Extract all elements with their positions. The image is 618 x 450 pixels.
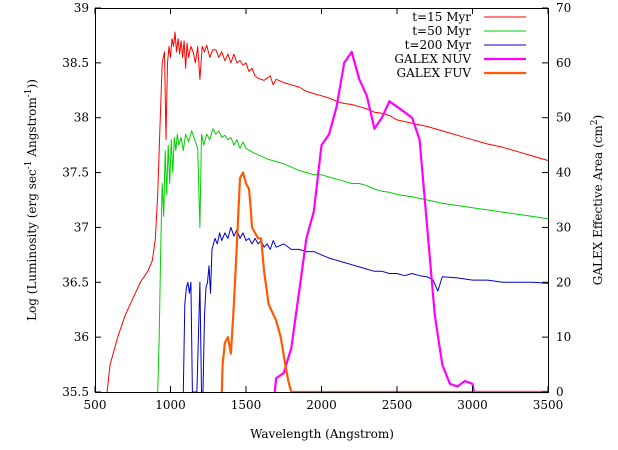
y-tick-label: 39 <box>74 1 89 15</box>
y2-tick-label: 60 <box>556 56 571 70</box>
legend-label: t=200 Myr <box>405 38 472 52</box>
x-tick-label: 2500 <box>382 398 413 412</box>
y-axis-label: Log (Luminosity (erg sec-1 Angstrom-1)) <box>24 79 39 321</box>
legend-label: t=15 Myr <box>412 10 471 24</box>
x-tick-label: 2000 <box>306 398 337 412</box>
x-axis-label: Wavelength (Angstrom) <box>250 427 394 441</box>
series-line-t-15-myr <box>106 31 549 393</box>
x-tick-label: 3500 <box>533 398 564 412</box>
y2-tick-label: 0 <box>556 385 564 399</box>
y2-tick-label: 70 <box>556 1 571 15</box>
y-tick-label: 38 <box>74 111 89 125</box>
legend-label: GALEX FUV <box>397 66 472 80</box>
x-tick-label: 3000 <box>457 398 488 412</box>
y2-tick-label: 20 <box>556 275 571 289</box>
y-tick-label: 38.5 <box>62 56 89 70</box>
legend-label: GALEX NUV <box>394 52 471 66</box>
series-line-galex-fuv <box>220 171 548 394</box>
y2-tick-label: 30 <box>556 220 571 234</box>
axis-ticks: 500 1000 1500 2000 2500 3000 350035.53636.5373… <box>62 1 571 412</box>
y-tick-label: 37 <box>74 220 89 234</box>
y-tick-label: 36 <box>74 330 89 344</box>
series-line-galex-nuv <box>273 50 548 394</box>
series-line-t-50-myr <box>157 128 549 393</box>
y-tick-label: 37.5 <box>62 166 89 180</box>
y2-tick-label: 10 <box>556 330 571 344</box>
y2-axis-label: GALEX Effective Area (cm2) <box>590 115 605 285</box>
plot-area <box>106 31 549 394</box>
y-tick-label: 35.5 <box>62 385 89 399</box>
series-line-t-200-myr <box>182 226 549 393</box>
legend-label: t=50 Myr <box>412 24 471 38</box>
y-tick-label: 36.5 <box>62 275 89 289</box>
y2-tick-label: 50 <box>556 111 571 125</box>
x-tick-label: 1500 <box>231 398 262 412</box>
y2-tick-label: 40 <box>556 166 571 180</box>
x-tick-label: 1000 <box>155 398 186 412</box>
x-tick-label: 500 <box>84 398 107 412</box>
